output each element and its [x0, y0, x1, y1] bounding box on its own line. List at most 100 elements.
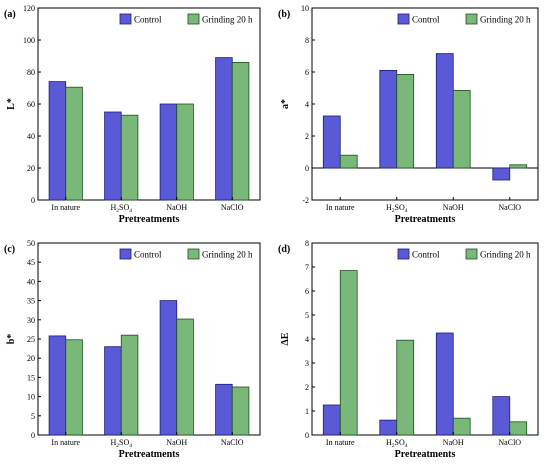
bar-control-2 — [159, 103, 178, 201]
bar-control-1 — [379, 70, 398, 169]
y-axis-title: L* — [6, 98, 17, 110]
bar-control-0 — [48, 81, 67, 201]
bar-grinding-0 — [65, 86, 83, 201]
category-label: In nature — [326, 203, 355, 212]
chart-panel-a: 0 20 40 60 80 100 120 In nature H2SO4 NaOH NaClO Pr… — [4, 4, 261, 225]
bar-control-0 — [322, 115, 341, 169]
category-label: NaClO — [221, 203, 244, 212]
y-tick-label: 0 — [305, 431, 309, 440]
x-axis-title: Pretreatments — [395, 449, 456, 460]
category-label: In nature — [51, 438, 80, 447]
y-tick-label: 100 — [23, 36, 35, 45]
bar-control-2 — [435, 332, 454, 436]
category-label: In nature — [51, 203, 80, 212]
category-label: NaClO — [221, 438, 244, 447]
legend-label-control: Control — [412, 15, 440, 25]
y-tick-label: 50 — [27, 239, 35, 248]
y-axis-title: b* — [6, 334, 17, 345]
legend-swatch-control — [119, 248, 132, 260]
legend-label-control: Control — [134, 250, 162, 260]
y-tick-label: 4 — [305, 100, 309, 109]
legend-label-grinding: Grinding 20 h — [202, 15, 253, 25]
category-label: NaOH — [443, 438, 464, 447]
y-tick-label: 6 — [305, 287, 309, 296]
y-tick-label: 10 — [301, 4, 309, 13]
bar-grinding-2 — [176, 318, 194, 436]
bar-control-0 — [48, 335, 67, 436]
panel-label: (d) — [278, 244, 290, 255]
bar-grinding-3 — [509, 421, 528, 436]
bar-control-2 — [435, 53, 454, 169]
x-axis-title: Pretreatments — [119, 449, 180, 460]
bar-control-2 — [159, 300, 178, 436]
y-tick-label: 8 — [305, 239, 309, 248]
legend-swatch-control — [397, 248, 410, 260]
y-tick-label: 20 — [27, 354, 35, 363]
panel-label: (c) — [4, 244, 15, 255]
y-tick-label: 1 — [305, 407, 309, 416]
legend-swatch-grinding — [187, 248, 200, 260]
y-tick-label: 80 — [27, 68, 35, 77]
bar-grinding-2 — [452, 417, 471, 436]
bar-grinding-3 — [231, 62, 250, 201]
legend-swatch-control — [397, 13, 410, 25]
y-tick-label: 6 — [305, 68, 309, 77]
y-tick-label: 25 — [27, 335, 35, 344]
category-label: NaOH — [166, 203, 187, 212]
legend-swatch-grinding — [465, 248, 478, 260]
legend-swatch-grinding — [187, 13, 200, 25]
y-tick-label: 4 — [305, 335, 309, 344]
bar-grinding-2 — [176, 103, 194, 201]
legend-swatch-control — [119, 13, 132, 25]
bar-control-0 — [322, 404, 341, 436]
category-label: NaOH — [166, 438, 187, 447]
legend-label-grinding: Grinding 20 h — [480, 250, 531, 260]
bar-control-3 — [492, 167, 511, 181]
y-tick-label: 2 — [305, 132, 309, 141]
y-tick-label: 45 — [27, 258, 35, 267]
y-axis-title: ΔE — [280, 332, 291, 345]
legend-label-control: Control — [412, 250, 440, 260]
y-tick-label: 7 — [305, 263, 309, 272]
y-tick-label: 30 — [27, 316, 35, 325]
panel-label: (b) — [278, 9, 290, 20]
bar-grinding-0 — [339, 270, 358, 436]
bar-control-1 — [379, 419, 398, 436]
chart-panel-d: 0 1 2 3 4 5 6 7 8 In nature H2SO4 NaOH NaClO Pretreat… — [278, 239, 539, 460]
category-label: NaOH — [443, 203, 464, 212]
bar-grinding-0 — [65, 339, 83, 436]
legend-label-control: Control — [134, 15, 162, 25]
category-label: H2SO4 — [386, 203, 408, 214]
category-label: NaClO — [498, 438, 521, 447]
panel-label: (a) — [4, 9, 16, 20]
bar-control-3 — [215, 57, 233, 201]
y-tick-label: 40 — [27, 132, 35, 141]
y-tick-label: 8 — [305, 36, 309, 45]
y-tick-label: 35 — [27, 297, 35, 306]
bar-grinding-1 — [396, 339, 415, 436]
category-label: H2SO4 — [110, 438, 132, 449]
y-tick-label: 20 — [27, 164, 35, 173]
x-axis-title: Pretreatments — [395, 214, 456, 225]
bar-grinding-3 — [231, 386, 250, 436]
y-tick-label: -2 — [302, 196, 309, 205]
legend-label-grinding: Grinding 20 h — [202, 250, 253, 260]
y-tick-label: 0 — [305, 164, 309, 173]
bar-grinding-1 — [120, 114, 139, 201]
y-tick-label: 60 — [27, 100, 35, 109]
y-tick-label: 40 — [27, 277, 35, 286]
y-tick-label: 3 — [305, 359, 309, 368]
chart-panel-c: 0 5 10 15 20 25 30 35 40 45 50 In nature H2SO4 NaOH Na… — [4, 239, 261, 460]
y-tick-label: 5 — [305, 311, 309, 320]
bar-grinding-0 — [339, 154, 358, 169]
category-label: NaClO — [498, 203, 521, 212]
y-tick-label: 2 — [305, 383, 309, 392]
bar-control-1 — [104, 111, 122, 201]
bar-control-3 — [215, 383, 233, 436]
category-label: H2SO4 — [386, 438, 408, 449]
y-tick-label: 0 — [31, 431, 35, 440]
bar-control-3 — [492, 396, 511, 436]
y-tick-label: 10 — [27, 393, 35, 402]
chart-panel-b: -2 0 2 4 6 8 10 In nature H2SO4 NaOH NaClO Pretreat… — [278, 4, 539, 225]
